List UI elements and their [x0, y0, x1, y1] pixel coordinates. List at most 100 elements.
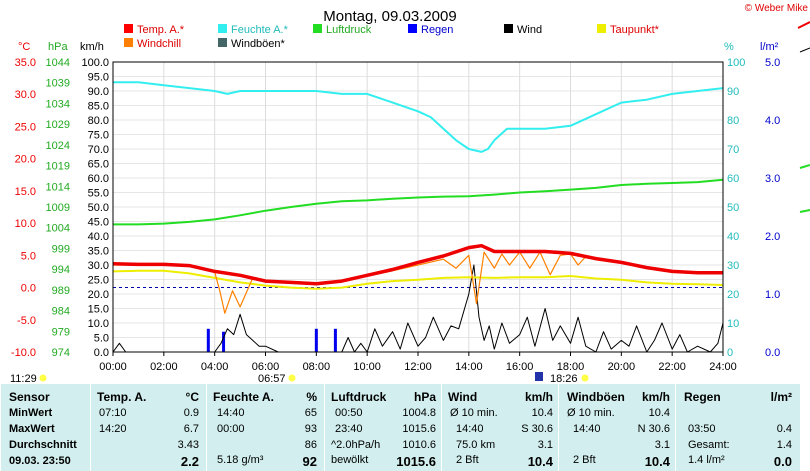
- sun-markers: 11:29 06:57 18:26: [10, 372, 589, 384]
- legend-label: Regen: [421, 24, 453, 36]
- rain-bar: [206, 328, 210, 352]
- stats-col-humidity: Feuchte A.% 14:40 65 00:00 93 86 5.18 g/m³…: [206, 384, 325, 471]
- temp-header: Temp. A.: [97, 390, 147, 404]
- pressure-max: 1015.6: [402, 423, 436, 435]
- x-tick-label: 24:00: [709, 361, 737, 373]
- stats-col-pressure: Luftdruck hPa 00:50 1004.8 23:40 1015.6 ^2.…: [324, 384, 442, 471]
- pressure-tick-label: 999: [52, 243, 70, 255]
- pressure-min: 1004.8: [402, 407, 436, 419]
- wind-tick-label: 55.0: [88, 188, 109, 200]
- gust-last: 10.4: [644, 454, 670, 469]
- wind-tick-label: 40.0: [88, 231, 109, 243]
- wind-max-time: 14:40: [456, 423, 484, 435]
- wind-tick-label: 30.0: [88, 260, 109, 272]
- humidity-tick-label: 20: [727, 289, 739, 301]
- gust-min: 10.4: [648, 407, 670, 419]
- temp-tick-label: -5.0: [17, 315, 36, 327]
- wind-tick-label: 50.0: [88, 202, 109, 214]
- pressure-tick-label: 1009: [46, 202, 70, 214]
- series-line: [112, 264, 724, 353]
- x-tick-label: 12:00: [404, 361, 432, 373]
- pressure-unit-label: hPa: [48, 41, 68, 53]
- rain-tick-label: 4.0: [765, 115, 780, 127]
- humidity-tick-label: 70: [727, 144, 739, 156]
- wind-tick-label: 25.0: [88, 275, 109, 287]
- pressure-tick-label: 1044: [46, 57, 70, 69]
- temp-tick-label: 30.0: [15, 89, 36, 101]
- temp-tick-label: 20.0: [15, 154, 36, 166]
- temp-min: 0.9: [183, 407, 199, 419]
- stats-col-temp: Temp. A. °C 07:10 0.9 14:20 6.7 3.43 2.2: [90, 384, 207, 471]
- pressure-tick-label: 984: [52, 306, 70, 318]
- rain-sum: 1.4 l/m²: [688, 454, 725, 466]
- legend-swatch: [124, 38, 133, 47]
- gust-max-time: 14:40: [573, 423, 601, 435]
- humidity-tick-label: 0: [727, 347, 733, 359]
- x-tick-label: 10:00: [353, 361, 381, 373]
- gust-max: N 30.6: [637, 423, 670, 435]
- stats-col-wind: Wind km/h Ø 10 min. 10.4 14:40 S 30.6 75.0 …: [441, 384, 559, 471]
- rain-bar: [222, 331, 226, 352]
- x-tick-label: 16:00: [506, 361, 534, 373]
- temp-last: 2.2: [180, 454, 199, 469]
- gust-avg: 3.1: [654, 439, 670, 451]
- legend-swatch: [218, 24, 227, 33]
- wind-tick-label: 85.0: [88, 101, 109, 113]
- x-tick-label: 22:00: [658, 361, 686, 373]
- wind-header: Wind: [448, 390, 478, 404]
- wind-bft: 2 Bft: [456, 454, 479, 466]
- side-decoration: [797, 21, 810, 213]
- x-tick-label: 08:00: [303, 361, 331, 373]
- rain-total-label: Gesamt:: [688, 439, 730, 451]
- series-lines: [112, 81, 724, 353]
- legend-label: Taupunkt*: [610, 24, 660, 36]
- pressure-tick-label: 979: [52, 326, 70, 338]
- rain-unit-label: l/m²: [760, 41, 779, 53]
- wind-tick-label: 35.0: [88, 246, 109, 258]
- legend-swatch: [124, 24, 133, 33]
- wind-distance: 75.0 km: [456, 439, 496, 451]
- wind-tick-label: 65.0: [88, 159, 109, 171]
- wind-last: 10.4: [527, 454, 553, 469]
- humidity-tick-label: 100: [727, 57, 745, 69]
- weather-chart: Montag, 09.03.2009 © Weber Mike Temp. A.…: [10, 3, 810, 384]
- rain-total: 1.4: [776, 439, 792, 451]
- rain-tick-label: 5.0: [765, 57, 780, 69]
- x-tick-label: 20:00: [608, 361, 636, 373]
- wind-tick-label: 70.0: [88, 144, 109, 156]
- humidity-tick-label: 30: [727, 260, 739, 272]
- pressure-tick-label: 1019: [46, 161, 70, 173]
- wind-tick-label: 15.0: [88, 304, 109, 316]
- pressure-tick-label: 1029: [46, 119, 70, 131]
- plot-frame: [112, 61, 724, 353]
- sunrise-icon: [288, 374, 296, 382]
- avg-label: Durchschnitt: [9, 439, 77, 451]
- wind-unit-label: km/h: [80, 41, 104, 53]
- wind-avg-label: Ø 10 min.: [450, 407, 498, 419]
- humidity-tick-label: 80: [727, 115, 739, 127]
- temp-tick-label: 35.0: [15, 57, 36, 69]
- legend-label: Luftdruck: [326, 24, 372, 36]
- wind-unit: km/h: [524, 390, 553, 404]
- rain-unit: l/m²: [770, 390, 792, 404]
- stats-col-sensor: Sensor MinWert MaxWert Durchschnitt 09.0…: [0, 384, 91, 471]
- x-tick-label: 06:00: [252, 361, 280, 373]
- series-line: [112, 243, 723, 286]
- copyright-text: © Weber Mike: [745, 3, 809, 14]
- humidity-max-time: 00:00: [217, 423, 245, 435]
- pressure-min-time: 00:50: [335, 407, 363, 419]
- temp-avg: 3.43: [177, 439, 199, 451]
- x-tick-label: 14:00: [455, 361, 483, 373]
- sunrise-time: 06:57: [258, 373, 286, 384]
- humidity-tick-label: 50: [727, 202, 739, 214]
- gust-avg-label: Ø 10 min.: [567, 407, 615, 419]
- moon-time: 11:29: [10, 373, 37, 384]
- pressure-weather: bewölkt: [331, 454, 369, 466]
- temp-tick-label: 25.0: [15, 121, 36, 133]
- gust-bft: 2 Bft: [573, 454, 596, 466]
- legend-label: Wind: [517, 24, 542, 36]
- sunset-icon: [535, 372, 543, 381]
- axis-unit-labels: °C hPa km/h % l/m²: [18, 41, 779, 53]
- series-line: [113, 178, 724, 226]
- chart-grid: [112, 61, 724, 353]
